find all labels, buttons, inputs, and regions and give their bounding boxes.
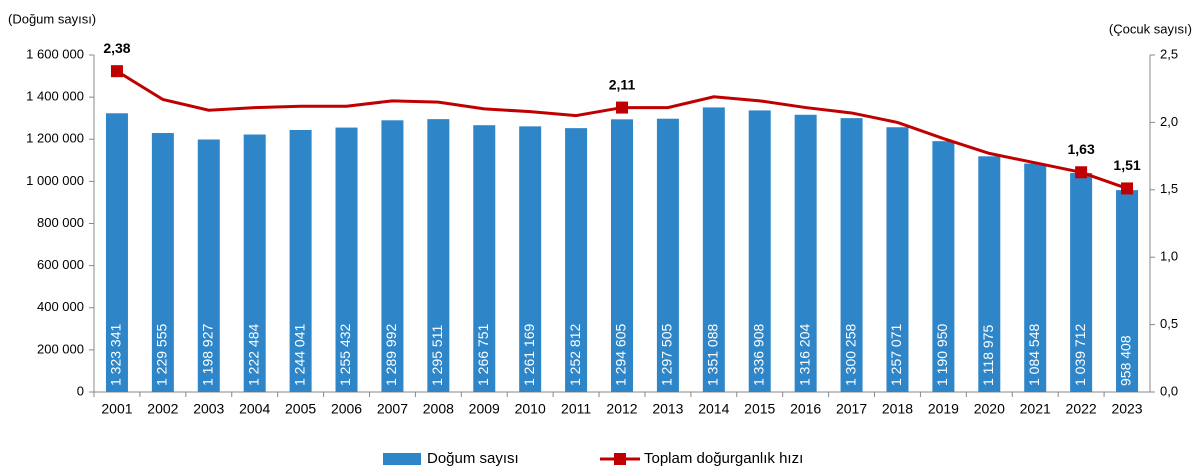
x-tick-label: 2004 (239, 401, 270, 417)
y-axis-title: (Doğum sayısı) (8, 11, 96, 26)
x-tick-label: 2019 (928, 401, 959, 417)
bar-value-label: 1 198 927 (199, 324, 215, 386)
bar (748, 110, 771, 392)
y-tick-label: 1 600 000 (26, 46, 84, 61)
legend-swatch (614, 453, 626, 465)
x-tick-label: 2018 (882, 401, 913, 417)
y-tick-label: 1 200 000 (26, 131, 84, 146)
legend-label: Toplam doğurganlık hızı (644, 450, 803, 467)
y2-tick-label: 1,0 (1160, 249, 1178, 264)
y-tick-label: 1 400 000 (26, 89, 84, 104)
bar-value-label: 1 289 992 (383, 324, 399, 386)
bar-value-label: 1 300 258 (842, 324, 858, 386)
bar (473, 125, 496, 393)
bar-value-label: 1 294 605 (613, 324, 629, 386)
bar (105, 113, 128, 392)
x-tick-label: 2020 (974, 401, 1005, 417)
bar-value-label: 1 222 484 (245, 324, 261, 386)
x-tick-label: 2016 (790, 401, 821, 417)
line-marker (1075, 166, 1088, 179)
bar-value-label: 1 229 555 (154, 324, 170, 386)
y2-tick-label: 1,5 (1160, 181, 1178, 196)
bar (611, 119, 633, 392)
bar (656, 118, 679, 392)
x-tick-label: 2013 (652, 401, 683, 417)
bar (932, 141, 955, 392)
line-marker (1121, 182, 1134, 195)
bar-value-label: 1 252 812 (567, 324, 583, 386)
y2-tick-label: 2,5 (1160, 46, 1178, 61)
x-tick-label: 2007 (377, 401, 408, 417)
bar (243, 134, 266, 392)
x-tick-label: 2010 (515, 401, 546, 417)
bar-value-label: 1 244 041 (291, 324, 307, 386)
y-tick-label: 1 000 000 (26, 173, 84, 188)
x-tick-label: 2009 (469, 401, 500, 417)
bar (197, 139, 220, 392)
bar (381, 120, 404, 392)
bar (335, 127, 358, 392)
bar-value-label: 1 323 341 (108, 324, 124, 386)
y2-tick-label: 0,5 (1160, 316, 1178, 331)
bar (519, 126, 542, 393)
bar (886, 127, 909, 392)
x-tick-label: 2003 (193, 401, 224, 417)
y2-axis-title: (Çocuk sayısı) (1109, 21, 1192, 36)
bar (978, 156, 1001, 392)
bar (794, 114, 817, 392)
x-tick-label: 2011 (561, 401, 591, 417)
bar (289, 129, 312, 392)
line-value-label: 1,63 (1068, 141, 1095, 157)
x-tick-label: 2005 (285, 401, 316, 417)
y-tick-label: 0 (77, 383, 84, 398)
bar-value-label: 1 255 432 (337, 324, 353, 386)
bar-value-label: 958 408 (1118, 335, 1134, 386)
x-tick-label: 2017 (836, 401, 867, 417)
legend-swatch (383, 453, 421, 465)
bar (1116, 190, 1139, 392)
bar-value-label: 1 351 088 (705, 324, 721, 386)
x-tick-label: 2015 (744, 401, 775, 417)
y2-tick-label: 0,0 (1160, 383, 1178, 398)
x-tick-label: 2002 (147, 401, 178, 417)
y2-tick-label: 2,0 (1160, 114, 1178, 129)
bar-value-label: 1 118 975 (980, 325, 996, 386)
line-value-label: 1,51 (1113, 157, 1140, 173)
bar-value-label: 1 297 505 (659, 324, 675, 386)
x-tick-label: 2006 (331, 401, 362, 417)
y-tick-label: 800 000 (37, 215, 84, 230)
bar-value-label: 1 295 511 (429, 325, 445, 386)
x-tick-label: 2001 (101, 401, 132, 417)
line-value-label: 2,38 (103, 40, 130, 56)
bar-value-label: 1 261 169 (521, 324, 537, 386)
legend-label: Doğum sayısı (427, 450, 519, 467)
line-marker (616, 101, 628, 114)
bar (151, 133, 174, 393)
y-tick-label: 600 000 (37, 257, 84, 272)
x-tick-label: 2022 (1066, 401, 1097, 417)
line-value-label: 2,11 (609, 76, 636, 92)
y-tick-label: 400 000 (37, 299, 84, 314)
x-tick-label: 2023 (1111, 401, 1142, 417)
bar-value-label: 1 257 071 (888, 324, 904, 386)
bar (427, 119, 450, 392)
x-tick-label: 2014 (698, 401, 729, 417)
x-tick-label: 2008 (423, 401, 454, 417)
x-tick-label: 2021 (1020, 401, 1051, 417)
bar (1024, 163, 1047, 392)
bar (1070, 173, 1093, 392)
bar (702, 107, 725, 392)
bar-value-label: 1 190 950 (934, 324, 950, 386)
y-tick-label: 200 000 (37, 341, 84, 356)
bar-value-label: 1 084 548 (1026, 324, 1042, 386)
bar-value-label: 1 266 751 (475, 324, 491, 386)
bar-value-label: 1 316 204 (796, 324, 812, 386)
bar (840, 118, 863, 393)
x-tick-label: 2012 (606, 401, 637, 417)
bar-value-label: 1 039 712 (1072, 324, 1088, 386)
line-marker (110, 65, 123, 78)
bar (565, 128, 588, 393)
bar-value-label: 1 336 908 (750, 324, 766, 386)
